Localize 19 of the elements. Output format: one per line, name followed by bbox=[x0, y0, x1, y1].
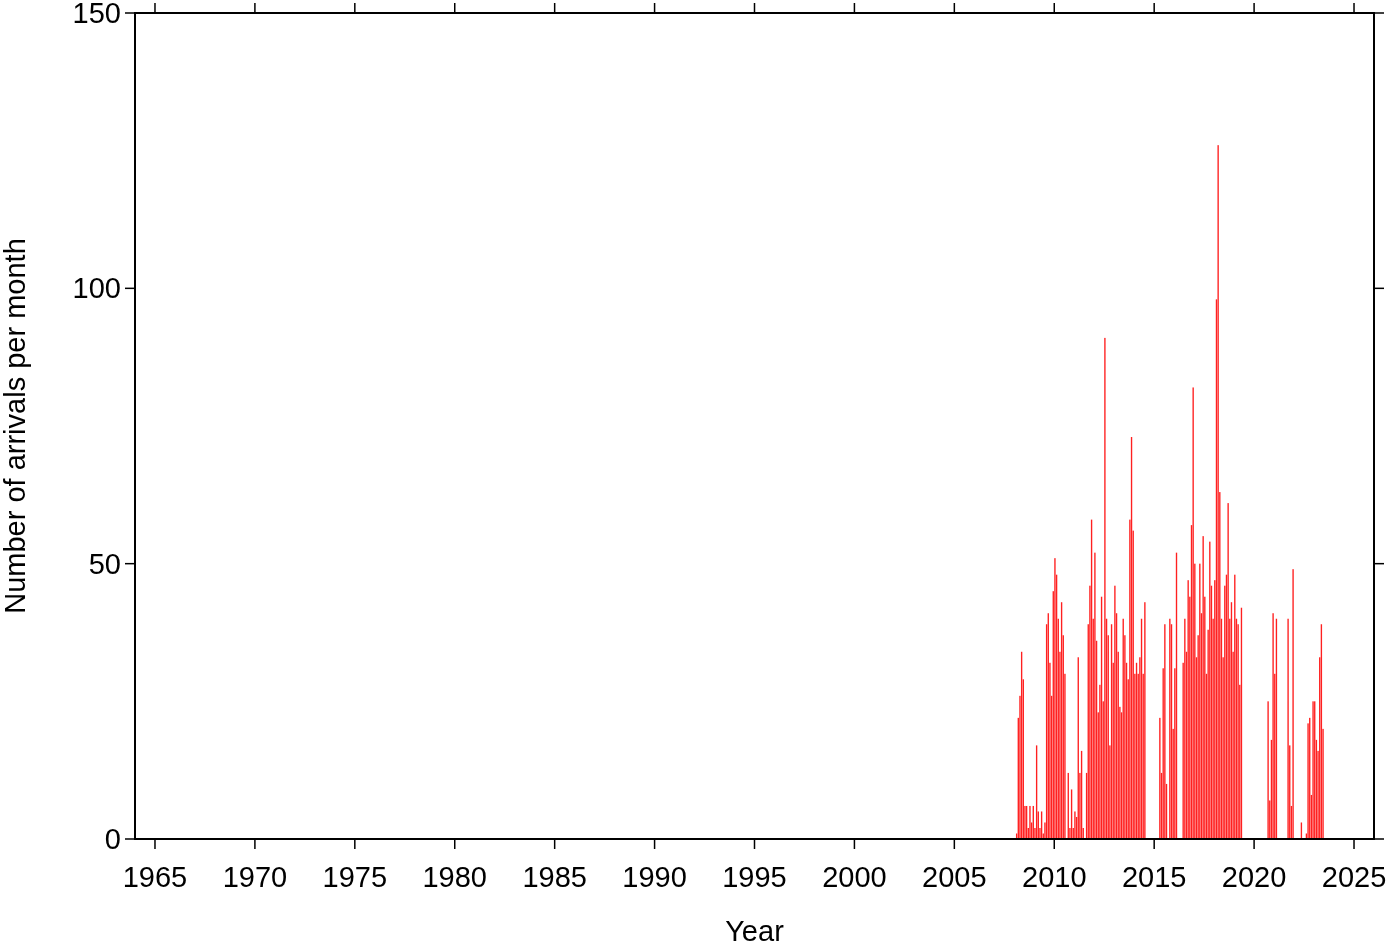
y-tick-label: 100 bbox=[72, 272, 121, 305]
x-tick-label: 2010 bbox=[1022, 861, 1087, 893]
x-tick-label: 1975 bbox=[322, 861, 388, 893]
x-tick-label: 1970 bbox=[222, 861, 288, 893]
x-tick-label: 2005 bbox=[922, 861, 987, 893]
x-tick-label: 1980 bbox=[422, 861, 487, 893]
x-tick-label: 1985 bbox=[522, 861, 587, 893]
x-tick-label: 2025 bbox=[1321, 861, 1387, 893]
y-axis-title: Number of arrivals per month bbox=[0, 238, 31, 614]
x-tick-label: 1990 bbox=[622, 861, 687, 893]
x-axis-title: Year bbox=[725, 915, 785, 942]
y-tick-label: 0 bbox=[104, 823, 121, 856]
y-tick-label: 50 bbox=[88, 547, 121, 580]
x-tick-label: 2015 bbox=[1121, 861, 1187, 893]
y-tick-label: 150 bbox=[72, 0, 121, 30]
x-tick-label: 2000 bbox=[822, 861, 887, 893]
x-tick-label: 1965 bbox=[122, 861, 188, 893]
x-tick-label: 1995 bbox=[722, 861, 787, 893]
x-tick-label: 2020 bbox=[1221, 861, 1287, 893]
